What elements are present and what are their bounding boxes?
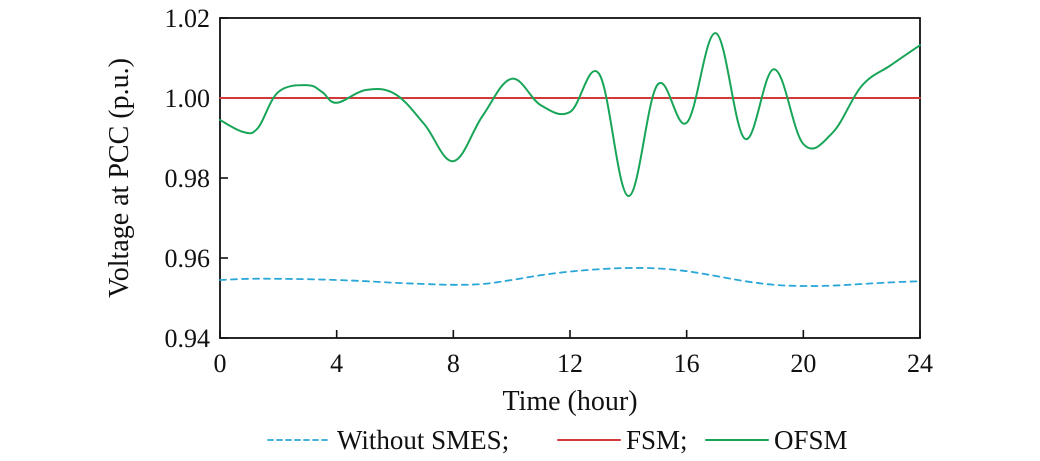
x-tick-label: 12 [557,349,583,378]
series-line-0 [219,267,921,287]
legend-label-1: FSM; [626,425,688,455]
legend-label-0: Without SMES; [337,425,509,455]
y-tick-label: 1.00 [165,84,211,113]
x-tick-label: 8 [447,349,460,378]
legend-label-2: OFSM [774,425,848,455]
y-tick-label: 0.94 [165,324,211,353]
x-tick-label: 4 [330,349,343,378]
legend: Without SMES; FSM; OFSM [267,425,848,455]
y-tick-label: 0.98 [165,164,211,193]
x-tick-label: 24 [907,349,933,378]
y-tick-label: 0.96 [165,244,211,273]
x-tick-label: 20 [790,349,816,378]
plot-frame [219,17,921,339]
series-lines [219,32,921,287]
y-axis-label: Voltage at PCC (p.u.) [104,58,135,298]
y-tick-label: 1.02 [165,4,211,33]
series-line-2 [219,32,921,198]
x-tick-label: 0 [214,349,227,378]
axis-ticks: 0 4 8 12 16 20 24 0.94 0.96 0.98 1.00 1.02 [165,4,934,378]
x-tick-label: 16 [674,349,700,378]
x-axis-label: Time (hour) [502,386,637,417]
